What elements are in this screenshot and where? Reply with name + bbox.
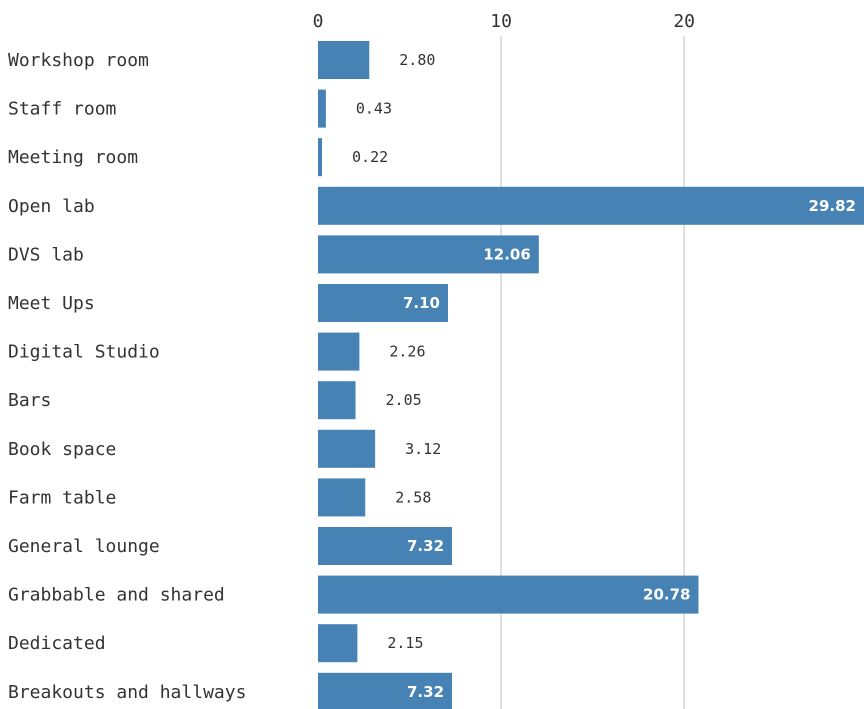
category-label: Workshop room	[8, 50, 149, 71]
category-label: Digital Studio	[8, 342, 160, 363]
value-label: 7.10	[403, 294, 440, 312]
category-label: Bars	[8, 390, 51, 411]
bar	[318, 332, 360, 371]
bar	[318, 381, 356, 420]
category-label: Dedicated	[8, 633, 106, 654]
category-label: Meet Ups	[8, 293, 95, 314]
category-label: Breakouts and hallways	[8, 682, 246, 703]
bar	[318, 41, 370, 79]
category-label: Book space	[8, 439, 116, 460]
value-label: 2.15	[387, 634, 423, 652]
bar	[318, 186, 864, 225]
bars: 2.80 0.43 0.22 29.82 12.06 7.10 2.26 2.05 3.12 2.…	[318, 41, 864, 709]
bar	[318, 429, 376, 468]
value-label: 3.12	[405, 440, 441, 458]
category-label: Staff room	[8, 99, 116, 120]
value-label: 0.22	[352, 148, 388, 166]
category-label: Meeting room	[8, 147, 138, 168]
value-label: 2.80	[399, 51, 435, 69]
category-labels: Workshop room Staff room Meeting room Open …	[8, 50, 246, 703]
x-tick-label: 0	[313, 11, 324, 32]
category-label: Grabbable and shared	[8, 585, 225, 606]
bar	[318, 527, 453, 565]
value-label: 7.32	[407, 537, 444, 555]
x-tick-label: 20	[673, 11, 695, 32]
x-axis-ticks: 0 10 20	[313, 11, 695, 32]
category-label: Farm table	[8, 487, 116, 508]
bar	[318, 138, 323, 177]
bar	[318, 624, 358, 663]
category-label: General lounge	[8, 536, 160, 557]
x-tick-label: 10	[490, 11, 512, 32]
bar	[318, 284, 448, 322]
category-label: DVS lab	[8, 244, 84, 265]
value-label: 2.58	[395, 488, 431, 506]
bar	[318, 89, 326, 128]
bar	[318, 478, 366, 517]
category-label: Open lab	[8, 196, 95, 217]
bar	[318, 575, 699, 614]
value-label: 0.43	[356, 100, 392, 118]
value-label: 2.05	[386, 391, 422, 409]
value-label: 20.78	[643, 586, 690, 604]
value-label: 12.06	[483, 245, 530, 263]
value-label: 29.82	[809, 197, 856, 215]
bar	[318, 672, 453, 709]
value-label: 7.32	[407, 683, 444, 701]
value-label: 2.26	[389, 343, 425, 361]
bar	[318, 235, 539, 274]
